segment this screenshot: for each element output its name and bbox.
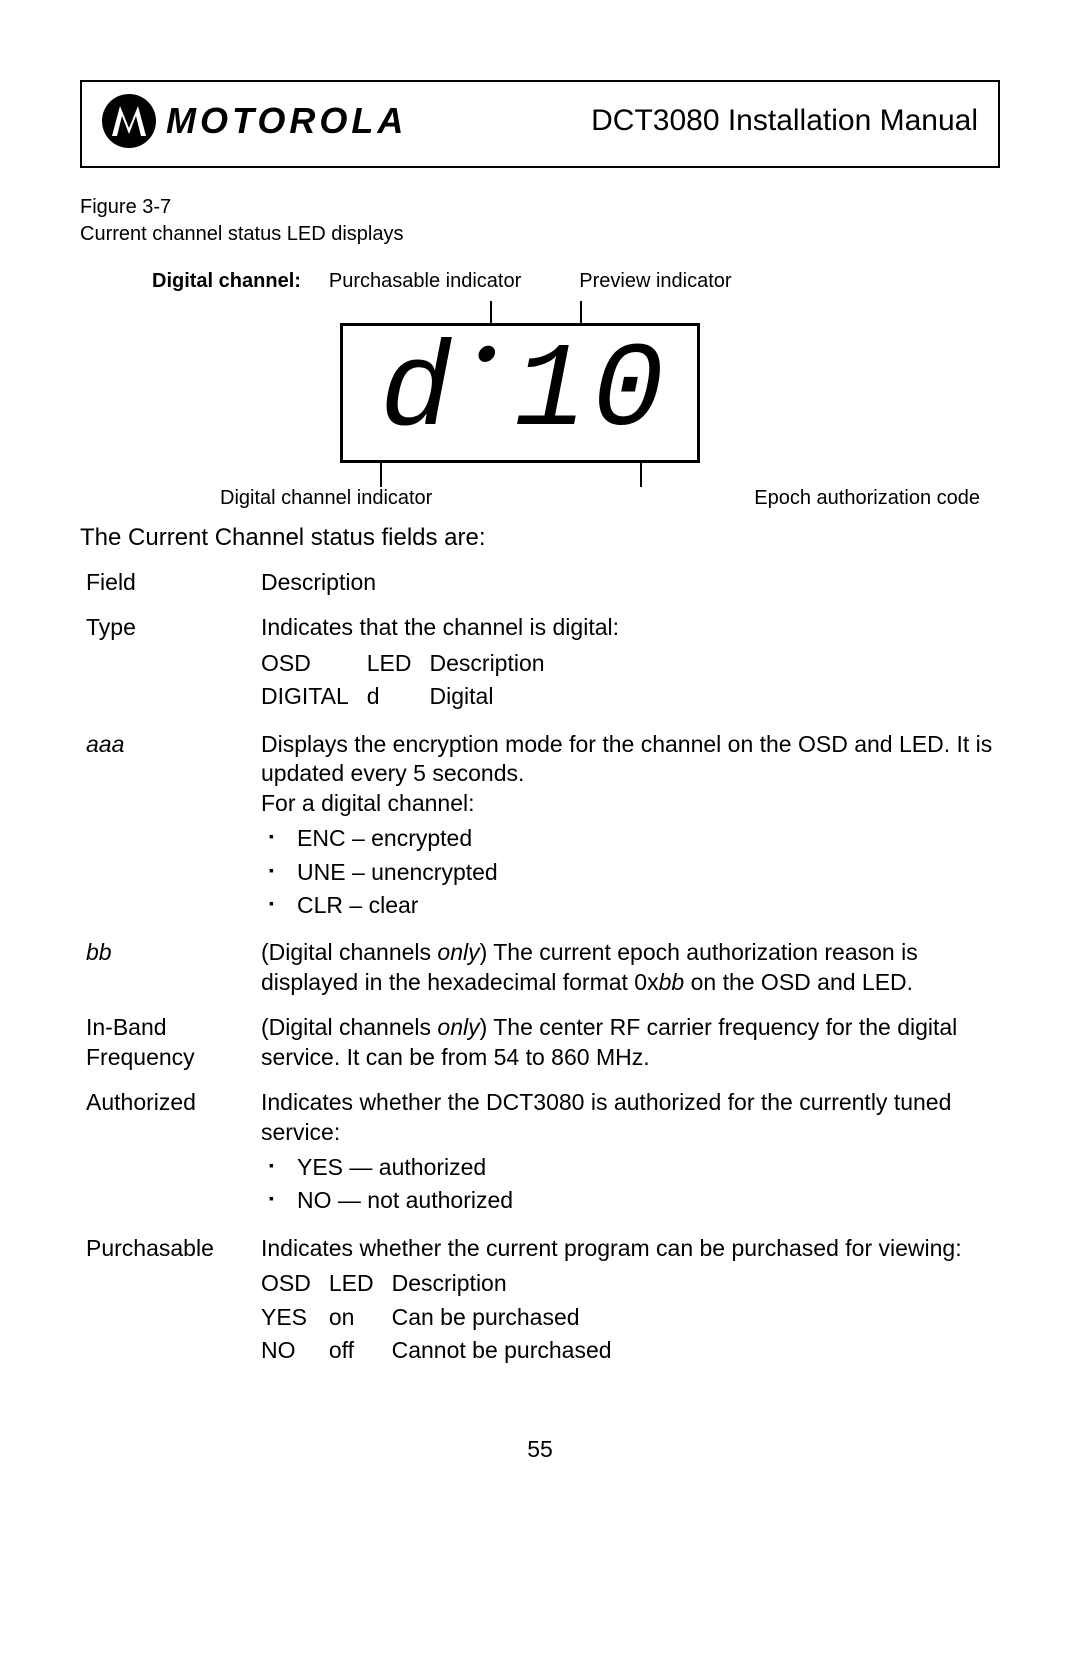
label-epoch-auth-code: Epoch authorization code [754, 487, 980, 510]
type-h-osd: OSD [261, 647, 367, 680]
desc-type-text: Indicates that the channel is digital: [261, 614, 619, 640]
bb-post: on the OSD and LED. [684, 969, 913, 995]
list-item: ENC – encrypted [297, 822, 994, 855]
figure-label: Figure 3-7 [80, 196, 1000, 219]
field-bb: bb [80, 930, 255, 1005]
intro-text: The Current Channel status fields are: [80, 524, 1000, 552]
bb-pre: (Digital channels [261, 939, 437, 965]
label-purchasable-indicator: Purchasable indicator [329, 270, 521, 293]
auth-desc: Indicates whether the DCT3080 is authori… [261, 1089, 951, 1144]
desc-purchasable: Indicates whether the current program ca… [255, 1226, 1000, 1376]
diagram-bottom-labels: Digital channel indicator Epoch authoriz… [220, 487, 980, 510]
list-item: UNE – unencrypted [297, 856, 994, 889]
purch-r0-desc: Can be purchased [392, 1301, 630, 1334]
row-aaa: aaa Displays the encryption mode for the… [80, 722, 1000, 931]
brand-block: MOTOROLA [102, 94, 407, 148]
type-h-desc: Description [430, 647, 563, 680]
motorola-m-icon [108, 100, 150, 142]
inband-only: only [437, 1014, 479, 1040]
desc-bb: (Digital channels only) The current epoc… [255, 930, 1000, 1005]
header-description: Description [255, 560, 1000, 605]
type-inner-table: OSD LED Description DIGITAL d Digital [261, 647, 563, 714]
list-item: NO — not authorized [297, 1184, 994, 1217]
figure-caption: Current channel status LED displays [80, 223, 1000, 246]
field-inband: In-Band Frequency [80, 1005, 255, 1080]
header-field: Field [80, 560, 255, 605]
purch-h-led: LED [329, 1267, 392, 1300]
purchasable-inner-table: OSD LED Description YES on Can be purcha… [261, 1267, 630, 1367]
purch-h-desc: Description [392, 1267, 630, 1300]
type-h-led: LED [367, 647, 430, 680]
led-diagram: Digital channel: Purchasable indicator P… [140, 270, 1000, 510]
led-segment-d: d [380, 333, 448, 453]
led-top-connectors [340, 301, 980, 323]
label-digital-channel-indicator: Digital channel indicator [220, 487, 432, 510]
purch-r1-osd: NO [261, 1334, 329, 1367]
field-purchasable: Purchasable [80, 1226, 255, 1376]
type-r-led: d [367, 680, 430, 713]
led-segment-dot: • [468, 329, 500, 389]
page-header: MOTOROLA DCT3080 Installation Manual [80, 80, 1000, 168]
desc-type: Indicates that the channel is digital: O… [255, 605, 1000, 721]
purch-r1-led: off [329, 1334, 392, 1367]
page-number: 55 [80, 1436, 1000, 1463]
bb-only: only [437, 939, 479, 965]
purch-desc: Indicates whether the current program ca… [261, 1235, 962, 1261]
list-item: CLR – clear [297, 889, 994, 922]
label-digital-channel: Digital channel: [152, 270, 301, 293]
led-display-box: d • 1 0 [340, 323, 700, 463]
led-segment-one: 1 [514, 333, 582, 453]
row-bb: bb (Digital channels only) The current e… [80, 930, 1000, 1005]
aaa-list: ENC – encrypted UNE – unencrypted CLR – … [261, 822, 994, 922]
led-bottom-connectors [340, 463, 980, 487]
purch-r1-desc: Cannot be purchased [392, 1334, 630, 1367]
row-authorized: Authorized Indicates whether the DCT3080… [80, 1080, 1000, 1226]
table-header-row: Field Description [80, 560, 1000, 605]
list-item: YES — authorized [297, 1151, 994, 1184]
row-purchasable: Purchasable Indicates whether the curren… [80, 1226, 1000, 1376]
aaa-sub: For a digital channel: [261, 790, 475, 816]
label-preview-indicator: Preview indicator [579, 270, 731, 293]
field-aaa: aaa [80, 722, 255, 931]
authorized-list: YES — authorized NO — not authorized [261, 1151, 994, 1218]
aaa-desc: Displays the encryption mode for the cha… [261, 731, 992, 786]
field-type: Type [80, 605, 255, 721]
desc-aaa: Displays the encryption mode for the cha… [255, 722, 1000, 931]
led-wrap: d • 1 0 Digital channel indicator Epoch … [340, 301, 980, 510]
motorola-logo-icon [102, 94, 156, 148]
inband-pre: (Digital channels [261, 1014, 437, 1040]
brand-text: MOTOROLA [166, 100, 407, 142]
diagram-top-labels: Digital channel: Purchasable indicator P… [152, 270, 1000, 293]
desc-authorized: Indicates whether the DCT3080 is authori… [255, 1080, 1000, 1226]
field-authorized: Authorized [80, 1080, 255, 1226]
type-r-osd: DIGITAL [261, 680, 367, 713]
type-r-desc: Digital [430, 680, 563, 713]
row-type: Type Indicates that the channel is digit… [80, 605, 1000, 721]
row-inband: In-Band Frequency (Digital channels only… [80, 1005, 1000, 1080]
desc-inband: (Digital channels only) The center RF ca… [255, 1005, 1000, 1080]
purch-r0-led: on [329, 1301, 392, 1334]
purch-h-osd: OSD [261, 1267, 329, 1300]
purch-r0-osd: YES [261, 1301, 329, 1334]
fields-table: Field Description Type Indicates that th… [80, 560, 1000, 1376]
bb-bb: bb [659, 969, 685, 995]
led-segment-zero: 0 [592, 333, 660, 453]
document-title: DCT3080 Installation Manual [591, 104, 978, 138]
